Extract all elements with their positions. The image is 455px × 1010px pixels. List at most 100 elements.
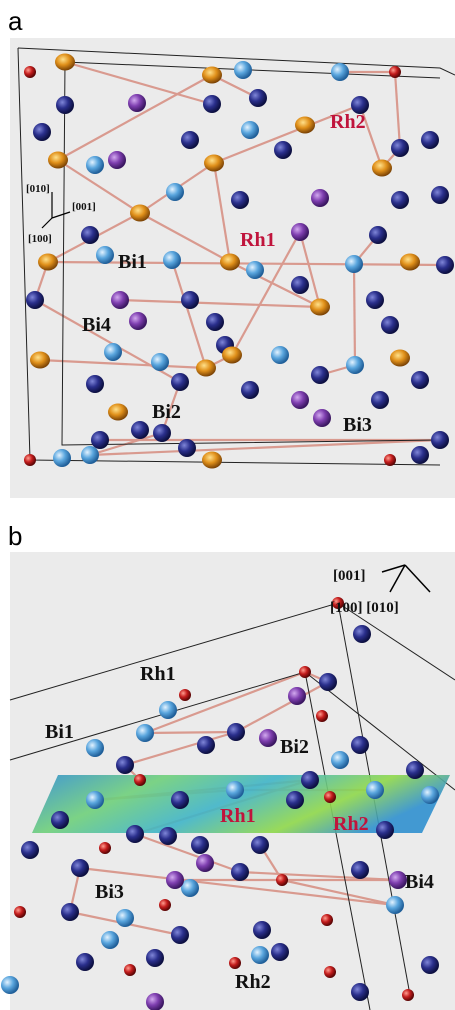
- atom: [246, 261, 264, 279]
- atom: [111, 291, 129, 309]
- figure: a [010] [001] [100] Rh2 Rh1 Bi1 Bi4 Bi2 …: [0, 0, 455, 1010]
- atom: [310, 299, 330, 316]
- atom: [241, 381, 259, 399]
- atom: [251, 946, 269, 964]
- atom: [331, 751, 349, 769]
- atom: [331, 63, 349, 81]
- atom: [91, 431, 109, 449]
- atom-label: Rh1: [240, 229, 276, 251]
- atom: [76, 953, 94, 971]
- atom: [99, 842, 111, 854]
- atom: [316, 710, 328, 722]
- atom: [124, 964, 136, 976]
- axis-label: [100] [010]: [330, 600, 399, 616]
- atom: [259, 729, 277, 747]
- atom-label: Bi2: [280, 736, 309, 758]
- atom: [286, 791, 304, 809]
- atom: [220, 254, 240, 271]
- atom: [126, 825, 144, 843]
- atom: [431, 431, 449, 449]
- atom: [381, 316, 399, 334]
- atom: [421, 131, 439, 149]
- atom: [299, 666, 311, 678]
- atom: [116, 909, 134, 927]
- atom-label: Rh2: [235, 971, 271, 993]
- atom: [353, 625, 371, 643]
- atom: [163, 251, 181, 269]
- atom: [386, 896, 404, 914]
- atom: [421, 956, 439, 974]
- atom: [295, 117, 315, 134]
- atom: [181, 291, 199, 309]
- atom: [421, 786, 439, 804]
- atom: [391, 191, 409, 209]
- atom: [253, 921, 271, 939]
- atom: [196, 854, 214, 872]
- atom: [24, 66, 36, 78]
- atom: [249, 89, 267, 107]
- atom: [14, 906, 26, 918]
- atom: [251, 836, 269, 854]
- atom: [276, 874, 288, 886]
- atom: [171, 791, 189, 809]
- atom: [206, 313, 224, 331]
- atom: [166, 183, 184, 201]
- atom: [153, 424, 171, 442]
- atom: [136, 724, 154, 742]
- atom: [171, 926, 189, 944]
- atom: [33, 123, 51, 141]
- atom: [197, 736, 215, 754]
- atom: [26, 291, 44, 309]
- atom: [376, 821, 394, 839]
- atom-label: Bi2: [152, 401, 181, 423]
- atom: [390, 350, 410, 367]
- atom: [391, 139, 409, 157]
- atom: [436, 256, 454, 274]
- atom: [311, 189, 329, 207]
- atom-label: Rh2: [330, 111, 366, 133]
- atom: [128, 94, 146, 112]
- atom: [324, 966, 336, 978]
- atom: [38, 254, 58, 271]
- atom: [234, 61, 252, 79]
- atom: [389, 66, 401, 78]
- atom: [406, 761, 424, 779]
- atom: [116, 756, 134, 774]
- atom: [159, 827, 177, 845]
- atom: [222, 347, 242, 364]
- atom: [151, 353, 169, 371]
- atom: [159, 701, 177, 719]
- atom: [372, 160, 392, 177]
- atom: [86, 739, 104, 757]
- bond: [354, 264, 355, 365]
- atom: [159, 899, 171, 911]
- atom: [24, 454, 36, 466]
- atom: [1, 976, 19, 994]
- atom: [431, 186, 449, 204]
- atom: [366, 781, 384, 799]
- atom: [384, 454, 396, 466]
- atom-label: Bi4: [82, 314, 111, 336]
- atom: [345, 255, 363, 273]
- atom: [400, 254, 420, 271]
- atom: [108, 404, 128, 421]
- atom: [71, 859, 89, 877]
- atom: [134, 774, 146, 786]
- atom: [108, 151, 126, 169]
- atom: [351, 983, 369, 1001]
- atom: [319, 673, 337, 691]
- axis-label: [100]: [28, 233, 52, 245]
- bond: [145, 732, 236, 733]
- atom: [166, 871, 184, 889]
- atom: [231, 191, 249, 209]
- atom: [86, 156, 104, 174]
- atom: [146, 949, 164, 967]
- atom: [30, 352, 50, 369]
- panel-label: b: [8, 521, 22, 551]
- atom-label: Bi3: [343, 414, 372, 436]
- atom: [271, 943, 289, 961]
- atom: [196, 360, 216, 377]
- atom: [171, 373, 189, 391]
- atom: [96, 246, 114, 264]
- atom: [48, 152, 68, 169]
